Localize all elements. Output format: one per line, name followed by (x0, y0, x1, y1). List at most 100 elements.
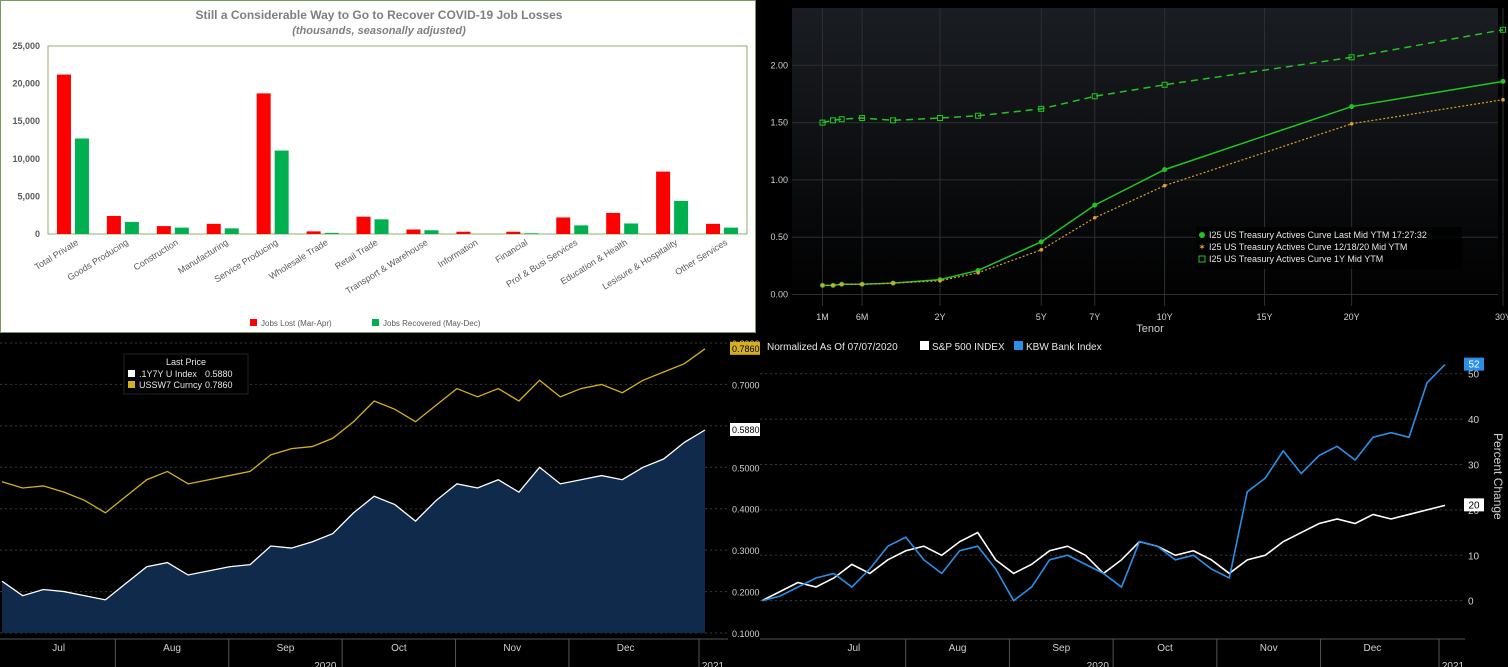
y-tick-label: 10 (1468, 551, 1480, 562)
y-tick-label: 25,000 (12, 41, 40, 51)
legend-swatch (372, 319, 379, 326)
y-tick-label: 0.1000 (732, 629, 760, 639)
x-tick-label: 6M (856, 312, 869, 322)
x-tick-label: Construction (132, 237, 180, 272)
y-tick-label: 0.50 (770, 232, 788, 242)
bar (456, 232, 470, 234)
x-tick-label: Dec (1364, 643, 1382, 654)
bar (257, 93, 271, 234)
bar (357, 217, 371, 234)
data-point (1501, 98, 1505, 102)
legend-swatch (128, 381, 135, 388)
data-point (938, 279, 942, 283)
legend-label: USSW7 Curncy (139, 380, 203, 390)
y-tick-label: 40 (1468, 415, 1480, 426)
area-fill (2, 430, 705, 633)
series-line (762, 505, 1445, 600)
y-tick-label: 1.50 (770, 118, 788, 128)
year-label: 2021 (1442, 661, 1465, 667)
bar (506, 232, 520, 234)
legend-label: S&P 500 INDEX (932, 342, 1005, 353)
y-tick-label: 0.00 (770, 290, 788, 300)
last-value-label: 20 (1468, 500, 1480, 511)
legend-title: Last Price (166, 357, 206, 367)
data-point (1349, 104, 1354, 109)
chart-subtitle: (thousands, seasonally adjusted) (292, 25, 466, 37)
y-tick-label: 0 (35, 229, 40, 239)
bar (556, 217, 570, 234)
x-tick-label: Nov (503, 643, 521, 654)
y-tick-label: 1.00 (770, 175, 788, 185)
x-tick-label: Retail Trade (333, 237, 379, 271)
bank-index-chart: 01020304050Percent Change5220Normalized … (760, 333, 1508, 667)
bar (375, 219, 389, 234)
bar (157, 226, 171, 234)
bar (724, 228, 738, 234)
x-tick-label: Financial (494, 237, 530, 265)
data-point (1163, 184, 1167, 188)
data-point (840, 282, 844, 286)
y-tick-label: 0.2000 (732, 588, 760, 598)
data-point (1350, 122, 1354, 126)
treasury-curve-chart: 1M 6M 2Y 5Y 7Y 10Y 15Y 20Y 30Y 0.00 0.50 1.00 1.50 2.… (760, 8, 1508, 333)
bar (674, 201, 688, 234)
bar (275, 151, 289, 234)
swap-rates-chart: 0.10000.20000.30000.40000.50000.60000.70… (0, 333, 760, 667)
bar (225, 228, 239, 234)
series-line (762, 365, 1445, 601)
x-tick-label: Sep (277, 643, 295, 654)
y-tick-label: 0 (1468, 597, 1474, 608)
last-value-label: 0.7860 (732, 344, 760, 354)
data-point (1162, 167, 1167, 172)
y-tick-label: 10,000 (12, 154, 40, 164)
x-tick-label: Jul (52, 643, 65, 654)
x-tick-label: Transport & Warehouse (344, 237, 430, 296)
y-tick-label: 0.3000 (732, 546, 760, 556)
legend-label: Jobs Lost (Mar-Apr) (261, 319, 332, 328)
legend-label: .1Y7Y U Index (139, 369, 197, 379)
legend-label: I25 US Treasury Actives Curve 12/18/20 M… (1209, 242, 1407, 252)
bar (606, 213, 620, 234)
x-tick-label: Dec (617, 643, 635, 654)
swap-rates-panel: 0.10000.20000.30000.40000.50000.60000.70… (0, 333, 760, 667)
data-point (891, 281, 895, 285)
y-tick-label: 5,000 (17, 191, 40, 201)
bar (175, 228, 189, 234)
x-tick-label: Sep (1052, 643, 1070, 654)
x-tick-label: Nov (1260, 643, 1278, 654)
bar (706, 224, 720, 234)
bank-index-panel: 0 10 20 30 40 50 Percent Change 52 20 Normalized … (760, 333, 1508, 667)
bar (624, 223, 638, 234)
legend-label: I25 US Treasury Actives Curve 1Y Mid YTM (1209, 254, 1383, 264)
y-tick-label: 50 (1468, 370, 1480, 381)
y-tick-label: 15,000 (12, 116, 40, 126)
bar (424, 230, 438, 234)
year-label: 2021 (702, 661, 725, 667)
data-point (976, 271, 980, 275)
legend-swatch (920, 341, 929, 350)
x-axis-title: Tenor (1136, 323, 1164, 333)
x-tick-label: 5Y (1036, 312, 1047, 322)
bar (574, 225, 588, 234)
x-tick-label: Information (436, 237, 479, 269)
y-tick-label: 0.4000 (732, 505, 760, 515)
y-tick-label: 20,000 (12, 79, 40, 89)
data-point (821, 284, 825, 288)
x-tick-label: Total Private (33, 237, 80, 272)
bar (207, 224, 221, 234)
x-tick-label: Aug (949, 643, 967, 654)
x-tick-label: 1M (816, 312, 829, 322)
plot-area (48, 46, 747, 234)
bar (75, 138, 89, 234)
x-tick-label: Oct (1157, 643, 1173, 654)
last-value-label: 52 (1468, 360, 1480, 371)
data-point (1039, 239, 1044, 244)
legend-marker (1199, 232, 1205, 238)
data-point (1501, 79, 1506, 84)
chart-header: Normalized As Of 07/07/2020 (767, 342, 898, 353)
bar (125, 222, 139, 234)
legend-swatch (1014, 341, 1023, 350)
year-label: 2020 (314, 661, 337, 667)
legend-swatch (250, 319, 257, 326)
bar (406, 229, 420, 234)
